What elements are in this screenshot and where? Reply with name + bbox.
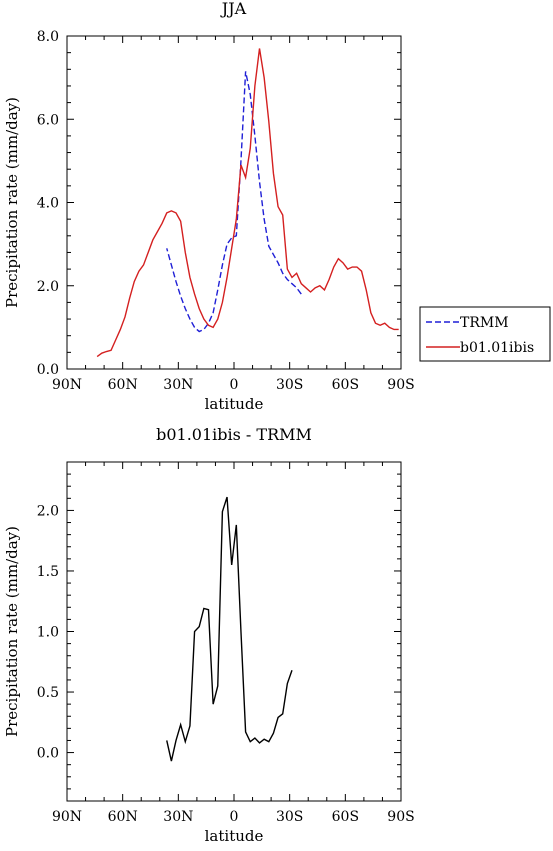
legend-label: b01.01ibis <box>460 340 534 356</box>
x-axis-label: latitude <box>205 827 264 845</box>
y-tick-label: 1.5 <box>37 564 59 580</box>
series-line-b01-01ibis <box>96 48 399 358</box>
chart-title: JJA <box>220 0 247 18</box>
x-tick-label: 30S <box>276 809 303 825</box>
chart-title: b01.01ibis - TRMM <box>156 425 312 444</box>
x-tick-label: 60N <box>108 377 138 393</box>
y-tick-label: 0.0 <box>37 362 59 378</box>
plot-frame <box>66 461 402 802</box>
x-tick-label: 90N <box>52 809 82 825</box>
series-line-difference <box>166 496 293 762</box>
chart-panel-2: b01.01ibis - TRMM 90N 60N 30N 0 30S 60S 90S 0.0 0… <box>3 425 415 845</box>
y-axis-label: Precipitation rate (mm/day) <box>3 526 21 737</box>
x-tick-label: 90N <box>52 377 82 393</box>
legend: TRMM b01.01ibis <box>419 306 551 362</box>
x-tick-label: 90S <box>387 809 414 825</box>
legend-box <box>419 306 551 362</box>
y-axis-label: Precipitation rate (mm/day) <box>3 97 21 308</box>
x-tick-label: 30N <box>163 377 193 393</box>
x-tick-label: 60S <box>332 809 359 825</box>
y-tick-label: 8.0 <box>37 29 59 45</box>
plot-frame <box>66 35 402 370</box>
y-tick-label: 4.0 <box>37 196 59 212</box>
x-tick-label: 30N <box>163 809 193 825</box>
y-tick-label: 2.0 <box>37 279 59 295</box>
x-axis-label: latitude <box>205 395 264 413</box>
x-tick-label: 60N <box>108 809 138 825</box>
legend-label: TRMM <box>460 315 509 331</box>
x-tick-label: 90S <box>387 377 414 393</box>
x-tick-label: 60S <box>332 377 359 393</box>
x-tick-label: 0 <box>230 809 239 825</box>
y-tick-label: 0.5 <box>37 685 59 701</box>
series-line-trmm <box>166 71 302 333</box>
y-tick-label: 6.0 <box>37 112 59 128</box>
x-tick-label: 0 <box>230 377 239 393</box>
chart-panel-1: JJA 90N 60N 30N 0 30S 60S 90S 0.0 2.0 4.0 6.0 8.0 lat… <box>3 0 551 413</box>
y-tick-label: 2.0 <box>37 503 59 519</box>
y-tick-label: 1.0 <box>37 625 59 641</box>
y-tick-label: 0.0 <box>37 746 59 762</box>
x-tick-label: 30S <box>276 377 303 393</box>
